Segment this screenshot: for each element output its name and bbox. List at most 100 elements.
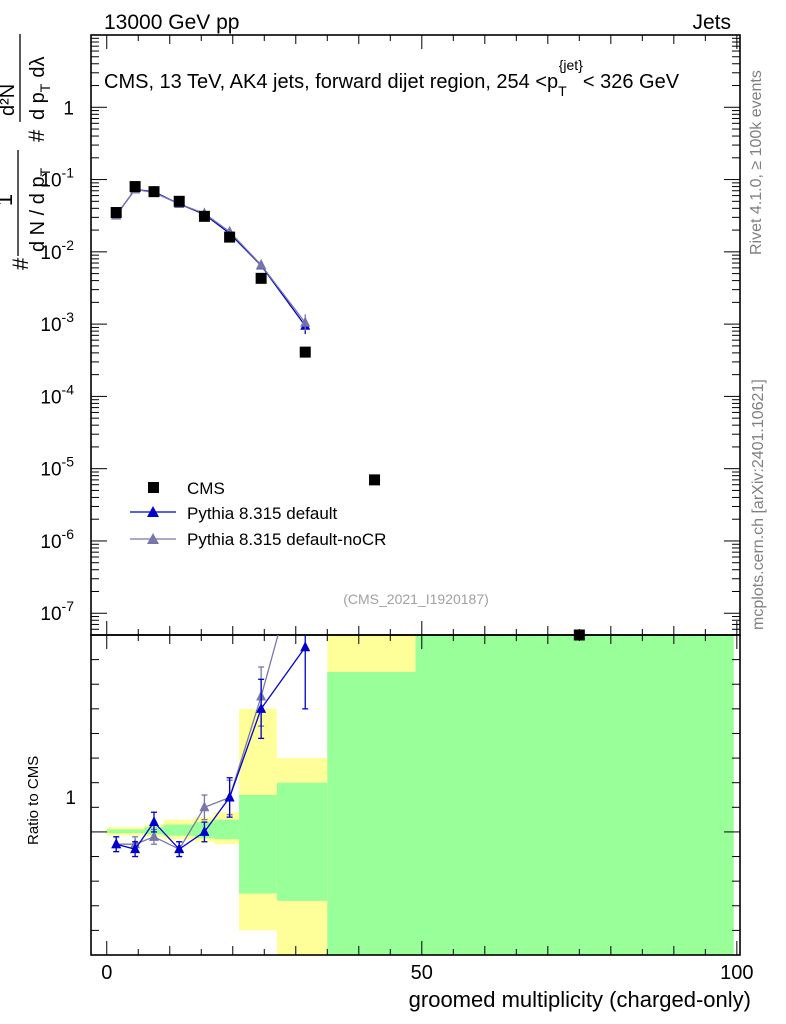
y-tick-label: 10-1 [40, 165, 74, 192]
header-right: Jets [692, 11, 731, 34]
ratio-point-0 [256, 702, 267, 713]
main-y-tick-labels: 10-710-610-510-410-310-210-11 [40, 98, 74, 625]
legend-default-label: Pythia 8.315 default [187, 504, 338, 523]
ratio-line-0 [116, 646, 306, 851]
main-y-axis-label: # 1 d N / d pT # d²N d pTdλ [0, 34, 53, 270]
cms-point [110, 207, 122, 219]
plot-title-main: CMS, 13 TeV, AK4 jets, forward dijet reg… [104, 71, 558, 93]
ratio-point-0 [111, 838, 122, 849]
x-axis-label: groomed multiplicity (charged-only) [409, 987, 751, 1012]
band-inner [125, 829, 145, 834]
band-inner [106, 829, 126, 834]
series-line-2 [115, 188, 306, 323]
plot-title-sub: T [558, 83, 567, 99]
ylabel-hash-2: # [24, 129, 49, 142]
plot-title: CMS, 13 TeV, AK4 jets, forward dijet reg… [104, 57, 680, 99]
y-tick-base: 10 [40, 171, 61, 192]
ratio-series [111, 635, 311, 858]
ratio-line-1 [116, 635, 279, 851]
y-tick-base: 10 [40, 315, 61, 336]
cms-point [148, 186, 160, 198]
ylabel-one: 1 [0, 194, 17, 206]
y-tick-exp: -3 [62, 309, 75, 325]
cms-point [198, 210, 210, 222]
y-tick-label: 10-5 [40, 454, 74, 481]
y-tick-exp: -2 [62, 237, 75, 253]
ratio-y-tick-1: 1 [65, 788, 76, 809]
legend-default-marker [147, 506, 159, 517]
cms-point [369, 474, 381, 486]
ylabel-dpt-main: d p [27, 92, 49, 120]
x-tick-label: 100 [720, 962, 753, 984]
y-tick-base: 10 [40, 243, 61, 264]
legend-cms-marker [148, 482, 159, 493]
y-tick-base: 10 [40, 532, 61, 553]
legend-nocr-marker [147, 533, 159, 544]
cms-point [299, 346, 311, 358]
ylabel-dpt-sub: T [37, 83, 53, 92]
analysis-id: (CMS_2021_I1920187) [343, 591, 489, 607]
ratio-point-1 [149, 830, 160, 841]
cms-point [255, 272, 267, 284]
ylabel-den-sub: T [37, 167, 53, 176]
main-axis-ticks [91, 35, 740, 636]
ylabel-hash-1: # [8, 257, 33, 270]
y-tick-label: 10-4 [40, 381, 74, 408]
legend-nocr-label: Pythia 8.315 default-noCR [187, 530, 386, 549]
cms-points [110, 181, 585, 641]
ratio-point-0 [130, 843, 141, 854]
y-tick-exp: -7 [62, 598, 75, 614]
band-inner [415, 635, 734, 955]
y-tick-base: 10 [40, 387, 61, 408]
rivet-version-label: Rivet 4.1.0, ≥ 100k events [748, 70, 765, 255]
y-tick-label: 10-7 [40, 598, 74, 625]
band-inner [239, 795, 277, 894]
mcplots-label: mcplots.cern.ch [arXiv:2401.10621] [750, 379, 767, 630]
ratio-point-0 [300, 641, 311, 652]
ratio-point-0 [174, 843, 185, 854]
y-tick-label: 1 [63, 98, 74, 119]
legend-cms-label: CMS [187, 479, 225, 498]
plot-title-sup: {jet} [559, 57, 583, 73]
ylabel-dlambda: dλ [27, 57, 49, 78]
x-tick-labels: 0 50 100 [101, 962, 753, 984]
legend: CMS Pythia 8.315 default Pythia 8.315 de… [130, 479, 386, 549]
band-inner [327, 671, 416, 955]
ratio-point-0 [149, 816, 160, 827]
band-inner [163, 824, 195, 836]
header-left: 13000 GeV pp [104, 11, 239, 34]
y-tick-label: 10-3 [40, 309, 74, 336]
ylabel-den: d N / d pT [27, 167, 53, 252]
cms-point [129, 181, 141, 193]
ratio-point-0 [199, 825, 210, 836]
ratio-plot-frame [90, 634, 741, 956]
y-tick-exp: -1 [62, 165, 75, 181]
ylabel-d2n: d²N [0, 84, 19, 116]
ylabel-den-main: d N / d p [27, 176, 49, 252]
ratio-uncertainty-bands [106, 635, 734, 955]
series-point-2 [256, 258, 267, 269]
y-tick-exp: -5 [62, 454, 75, 470]
y-tick-exp: -6 [62, 526, 75, 542]
y-tick-base: 10 [40, 604, 61, 625]
y-tick-base: 10 [40, 460, 61, 481]
ratio-axis-ticks [91, 635, 740, 955]
plot-title-tail: < 326 GeV [583, 71, 680, 93]
main-series [111, 183, 311, 334]
band-inner [276, 782, 328, 901]
x-tick-label: 50 [411, 962, 433, 984]
cms-point [224, 231, 236, 243]
cms-point [573, 629, 585, 641]
y-tick-label: 10-6 [40, 526, 74, 553]
ratio-y-axis-label: Ratio to CMS [25, 756, 42, 845]
series-line-1 [115, 188, 306, 327]
ratio-point-1 [199, 801, 210, 812]
band-inner [213, 819, 240, 840]
cms-point [173, 195, 185, 207]
x-tick-label: 0 [101, 962, 112, 984]
ylabel-dpt: d pTdλ [27, 57, 53, 121]
ratio-point-0 [224, 791, 235, 802]
y-tick-label: 10-2 [40, 237, 74, 264]
y-tick-exp: -4 [62, 381, 75, 397]
